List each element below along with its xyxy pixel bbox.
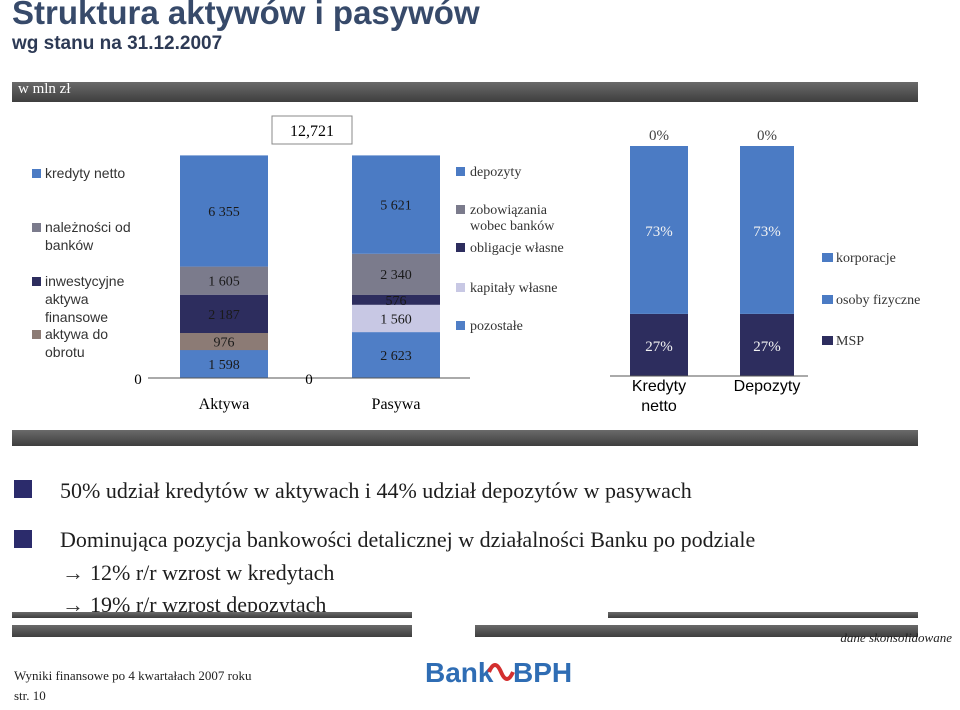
charts-canvas: 6 355 1 605 2 187 976 1 598 5 621 2 340 576 1 56… (32, 115, 920, 415)
share-data-label: 27% (645, 339, 673, 355)
page-number: str. 10 (14, 688, 46, 703)
legend-liabilities-item: depozyty (470, 165, 521, 180)
legend-assets-item: inwestycyjne aktywa finansowe (45, 273, 125, 325)
assets-category-label: Aktywa (199, 396, 250, 413)
legend-liabilities-item: obligacje własne (470, 241, 564, 256)
liabilities-bar-data-label: 5 621 (380, 199, 412, 214)
logo-text-right: BPH (513, 657, 572, 688)
share-category-label: Depozyty (734, 378, 801, 395)
legend-swatch (456, 283, 465, 292)
message-retail-position: Dominująca pozycja bankowości detaliczne… (60, 527, 756, 552)
assets-bar-segment-0 (180, 155, 268, 267)
legend-share-item: MSP (836, 334, 864, 349)
assets-bar-segment-2 (180, 294, 268, 333)
total-label: 12,721 (290, 123, 334, 140)
legend-assets-item: kredyty netto (45, 165, 125, 181)
share-bar-segment (740, 313, 794, 376)
liabilities-bar-data-label: 1 560 (380, 312, 412, 327)
footer-stripe (12, 612, 412, 618)
legend-liabilities-item: kapitały własne (470, 281, 557, 296)
share-data-label: 27% (753, 339, 781, 355)
legend-swatch (32, 223, 41, 232)
liabilities-bar-data-label: 576 (386, 294, 407, 309)
share-data-label: 73% (753, 224, 781, 240)
assets-bar-data-label: 2 187 (208, 308, 240, 323)
share-data-label: 0% (757, 128, 777, 144)
liabilities-axis-zero: 0 (305, 372, 313, 388)
legend-swatch (32, 330, 41, 339)
assets-bar-segment-4 (180, 350, 268, 378)
legend-swatch (822, 295, 833, 304)
assets-axis-zero: 0 (134, 372, 142, 388)
assets-bar-segment-1 (180, 266, 268, 295)
bank-bph-logo: Bank BPH (425, 657, 572, 688)
unit-label: w mln zł (18, 81, 71, 97)
legend-swatch (456, 243, 465, 252)
legend-swatch (822, 253, 833, 262)
share-data-label: 73% (645, 224, 673, 240)
footer-stripe (12, 625, 412, 637)
assets-bar-segment-3 (180, 333, 268, 351)
legend-assets-item: aktywa do obrotu (45, 326, 108, 360)
legend-share-item: osoby fizyczne (836, 293, 920, 308)
liabilities-bar-segment-0 (352, 155, 440, 254)
assets-bar-data-label: 6 355 (208, 205, 240, 220)
liabilities-bar-segment-1 (352, 253, 440, 295)
logo-wave-icon (487, 663, 515, 681)
total-box (271, 115, 353, 145)
legend-swatch (456, 167, 465, 176)
share-bar-segment (630, 313, 688, 376)
legend-swatch (32, 277, 41, 286)
message-credit-growth: 12% r/r wzrost w kredytach (90, 560, 335, 585)
legend-swatch (822, 336, 833, 345)
liabilities-bar-segment-3 (352, 304, 440, 333)
consolidated-note: dane skonsolidowane (840, 630, 952, 645)
legend-liabilities-item: zobowiązania wobec banków (470, 203, 555, 234)
logo-text-left: Bank (425, 657, 494, 688)
liabilities-category-label: Pasywa (372, 396, 421, 413)
footer-stripe (475, 625, 918, 637)
liabilities-bar-data-label: 2 340 (380, 268, 412, 283)
legend-swatch (32, 169, 41, 178)
message-credit-share: 50% udział kredytów w aktywach i 44% udz… (60, 478, 692, 503)
page-title: Struktura aktywów i pasywów (12, 0, 480, 31)
legend-swatch (456, 205, 465, 214)
legend-assets-item: należności od banków (45, 219, 131, 253)
page-subtitle: wg stanu na 31.12.2007 (12, 33, 223, 54)
share-bar-segment (630, 146, 688, 314)
report-title: Wyniki finansowe po 4 kwartałach 2007 ro… (14, 668, 252, 683)
assets-bar-data-label: 1 598 (208, 358, 240, 373)
bullet-square (14, 530, 32, 548)
share-data-label: 0% (649, 128, 669, 144)
arrow-right-icon: → (62, 560, 84, 585)
liabilities-bar-data-label: 2 623 (380, 349, 412, 364)
assets-bar-data-label: 1 605 (208, 275, 240, 290)
unit-bar (12, 82, 918, 102)
legend-share-item: korporacje (836, 251, 896, 266)
share-bar-segment (740, 146, 794, 314)
liabilities-bar-segment-2 (352, 294, 440, 305)
legend-swatch (456, 321, 465, 330)
share-category-label: Kredyty netto (632, 378, 686, 415)
liabilities-bar-segment-4 (352, 332, 440, 378)
arrow-right-icon: → (62, 592, 84, 617)
assets-bar-data-label: 976 (214, 336, 235, 351)
section-divider (12, 430, 918, 446)
bullet-square (14, 480, 32, 498)
legend-liabilities-item: pozostałe (470, 319, 523, 334)
footer-stripe (608, 612, 918, 618)
